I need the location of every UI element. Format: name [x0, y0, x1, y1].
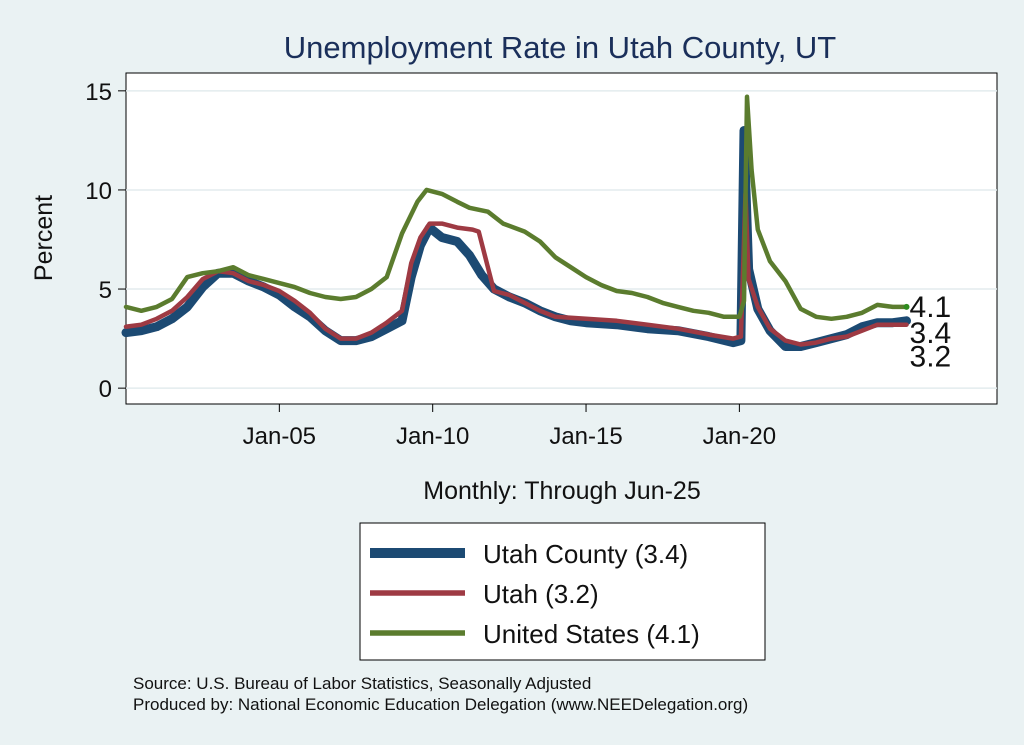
legend-label: Utah (3.2)	[483, 579, 599, 609]
credit-note: Produced by: National Economic Education…	[133, 695, 748, 714]
legend: Utah County (3.4) Utah (3.2) United States…	[359, 522, 766, 661]
legend-label: United States (4.1)	[483, 619, 700, 649]
end-value-label: 4.1	[910, 291, 952, 324]
x-tick-label: Jan-10	[396, 423, 469, 450]
series-line	[123, 94, 909, 322]
series-line	[123, 191, 909, 347]
y-axis-ticks: 0 5 10 15	[85, 79, 126, 403]
plot-frame	[125, 72, 998, 405]
x-axis-ticks: Jan-05 Jan-10 Jan-15 Jan-20	[243, 404, 776, 450]
end-value-label: 3.4	[910, 317, 952, 350]
y-tick-label: 10	[85, 178, 112, 205]
series-lines	[121, 94, 911, 351]
legend-label: Utah County (3.4)	[483, 539, 688, 569]
y-axis-label: Percent	[30, 195, 58, 281]
x-tick-label: Jan-15	[549, 423, 622, 450]
y-tick-label: 5	[99, 277, 112, 304]
x-axis-label: Monthly: Through Jun-25	[423, 477, 700, 505]
end-point-marker	[903, 303, 910, 310]
end-value-label: 3.2	[910, 341, 952, 374]
x-tick-label: Jan-20	[703, 423, 776, 450]
plot-area: 0 5 10 15 Jan-05 Jan-10 Jan-15 Jan-20 4.13.43.…	[85, 72, 998, 450]
y-tick-label: 0	[99, 376, 112, 403]
y-tick-label: 15	[85, 79, 112, 106]
source-note: Source: U.S. Bureau of Labor Statistics,…	[133, 674, 591, 693]
chart-title: Unemployment Rate in Utah County, UT	[284, 30, 837, 65]
end-labels: 4.13.43.2	[903, 291, 952, 374]
x-tick-label: Jan-05	[243, 423, 316, 450]
